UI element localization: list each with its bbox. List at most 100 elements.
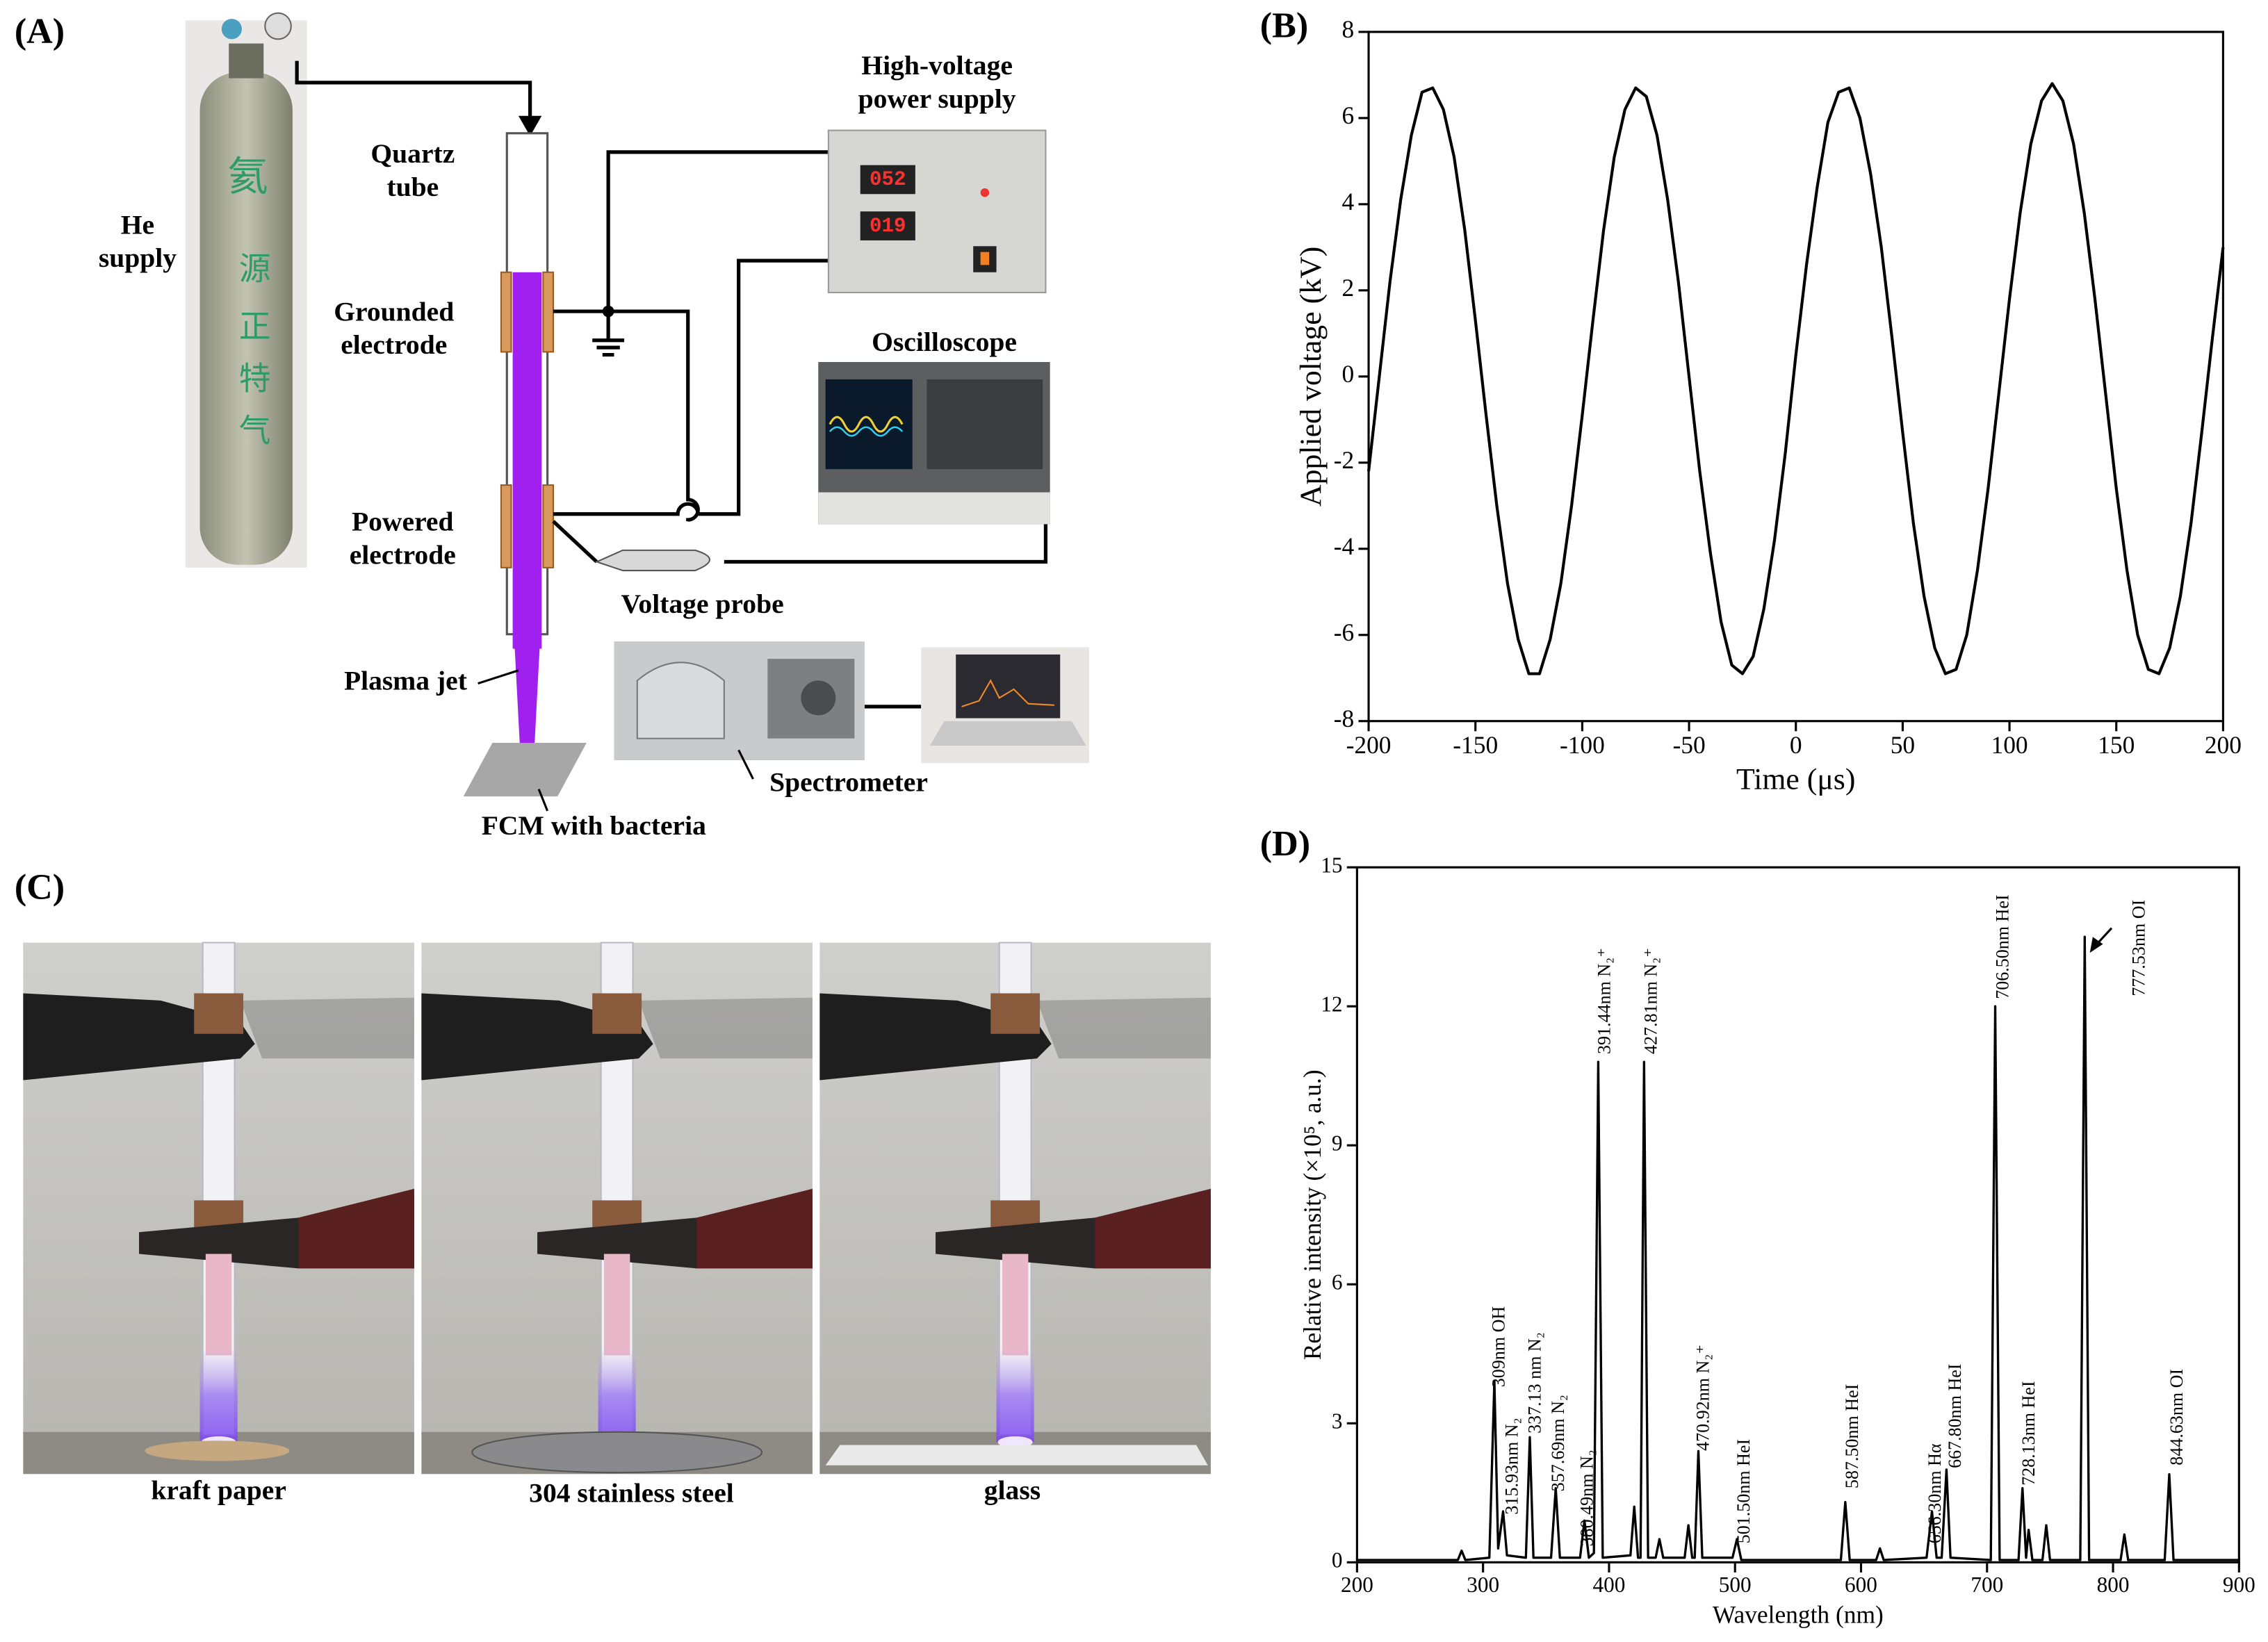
display-reading: 052 xyxy=(870,168,906,191)
x-tick-label: -50 xyxy=(1672,731,1705,759)
peak-annotation: 315.93nm N₂ xyxy=(1501,1418,1521,1514)
x-tick-label: 200 xyxy=(1341,1573,1373,1597)
glass-slide xyxy=(825,1445,1208,1466)
leader xyxy=(478,669,519,685)
label: electrode xyxy=(341,329,447,360)
label: Quartz xyxy=(370,138,455,169)
spectrometer xyxy=(636,662,725,739)
cylinder-char: 氦 xyxy=(227,154,268,199)
caption: kraft paper xyxy=(151,1475,286,1505)
laptop-screen xyxy=(956,654,1061,719)
x-tick-label: 700 xyxy=(1971,1573,2003,1597)
scope-screen xyxy=(825,379,913,470)
laptop-trace xyxy=(961,679,1054,707)
label: power supply xyxy=(858,83,1016,114)
x-tick-label: 900 xyxy=(2223,1573,2255,1597)
y-tick-label: 6 xyxy=(1342,101,1355,129)
scope-trace xyxy=(829,426,904,437)
cylinder-char: 源 xyxy=(239,251,271,286)
probe xyxy=(594,549,710,572)
peak-annotation: 656.30nm Hα xyxy=(1925,1443,1945,1543)
kraft-paper xyxy=(145,1440,290,1461)
x-tick-label: -200 xyxy=(1346,731,1392,759)
cylinder-char: 气 xyxy=(239,413,271,449)
steel-disc xyxy=(471,1431,763,1474)
lamp xyxy=(980,188,990,197)
label: Spectrometer xyxy=(769,766,928,797)
label: FCM with bacteria xyxy=(482,810,706,841)
laptop-base xyxy=(929,721,1086,746)
y-tick-label: 0 xyxy=(1342,360,1355,388)
data-line xyxy=(1366,82,2225,675)
label: High-voltage xyxy=(861,50,1013,81)
peak-annotation: 470.92nm N₂⁺ xyxy=(1692,1345,1713,1451)
scope-controls xyxy=(927,379,1043,470)
gas-line xyxy=(295,60,532,119)
cylinder-char: 特 xyxy=(239,361,271,397)
cylinder-char: 正 xyxy=(239,309,271,345)
label: Voltage probe xyxy=(621,589,783,619)
plot-frame xyxy=(1355,866,2240,1563)
display xyxy=(860,211,915,240)
wire xyxy=(553,258,829,516)
wire xyxy=(553,309,700,522)
y-tick-label: 0 xyxy=(1332,1548,1343,1573)
cylinder-text: 氦 源 正 特 气 xyxy=(227,154,271,449)
caption: 304 stainless steel xyxy=(529,1478,734,1509)
peak-annotation: 427.81nm N₂⁺ xyxy=(1640,948,1661,1054)
x-axis-label: Time (μs) xyxy=(1736,762,1855,796)
leader xyxy=(737,749,754,780)
ground xyxy=(592,311,625,357)
arrow xyxy=(518,115,542,136)
y-axis-label: Applied voltage (kV) xyxy=(1294,247,1328,507)
gauge xyxy=(264,12,292,40)
electrode xyxy=(500,484,512,568)
x-axis-label: Wavelength (nm) xyxy=(1713,1601,1884,1629)
y-tick-label: -4 xyxy=(1334,532,1355,560)
label: Powered xyxy=(352,506,454,536)
scope-trace xyxy=(829,416,904,433)
panel-label: (B) xyxy=(1260,6,1308,46)
peak-annotation: 337.13 nm N₂ xyxy=(1525,1332,1545,1434)
label: Plasma jet xyxy=(344,666,467,696)
annotation-arrowhead xyxy=(2089,937,2103,953)
photo xyxy=(22,942,415,1475)
desk xyxy=(818,492,1050,525)
label: tube xyxy=(386,172,439,202)
panel-a: (A) 氦 源 正 特 气 He supply Quartz tube Grou… xyxy=(15,12,1089,841)
panel-c: (C) kraft paper 304 stainless steel glas… xyxy=(15,867,1211,1509)
label: electrode xyxy=(350,539,456,570)
display xyxy=(860,165,915,195)
peak-annotation: 587.50nm HeI xyxy=(1842,1384,1862,1488)
vent xyxy=(801,680,836,716)
peak-annotation: 667.80nm HeI xyxy=(1945,1364,1965,1468)
peak-annotation: 844.63nm OI xyxy=(2167,1369,2187,1466)
y-tick-label: 2 xyxy=(1342,274,1355,302)
wire xyxy=(606,150,829,312)
y-axis-label: Relative intensity (×10⁵, a.u.) xyxy=(1298,1069,1326,1360)
x-tick-label: -100 xyxy=(1560,731,1605,759)
panel-label: (C) xyxy=(15,867,65,907)
y-tick-label: -2 xyxy=(1334,446,1355,474)
y-tick-label: 9 xyxy=(1332,1131,1343,1155)
label: He xyxy=(121,209,154,240)
plot-frame xyxy=(1367,31,2224,723)
peak-annotation: 380.49nm N₂ xyxy=(1577,1450,1597,1546)
photo xyxy=(819,942,1211,1475)
electrode xyxy=(542,271,554,353)
y-tick-label: -6 xyxy=(1334,618,1355,646)
peak-annotation: 777.53nm OI xyxy=(2129,900,2149,996)
x-tick-label: 800 xyxy=(2097,1573,2130,1597)
x-tick-label: 0 xyxy=(1790,731,1802,759)
y-tick-label: 8 xyxy=(1342,15,1355,43)
x-tick-label: 600 xyxy=(1845,1573,1877,1597)
peak-annotation: 309nm OH xyxy=(1489,1306,1509,1388)
electrode xyxy=(542,484,554,568)
valve-knob xyxy=(221,19,242,40)
x-tick-label: 150 xyxy=(2098,731,2135,759)
x-tick-label: 300 xyxy=(1467,1573,1499,1597)
peak-annotation: 706.50nm HeI xyxy=(1993,894,2013,999)
electrode xyxy=(500,271,512,353)
switch-light xyxy=(980,252,990,265)
